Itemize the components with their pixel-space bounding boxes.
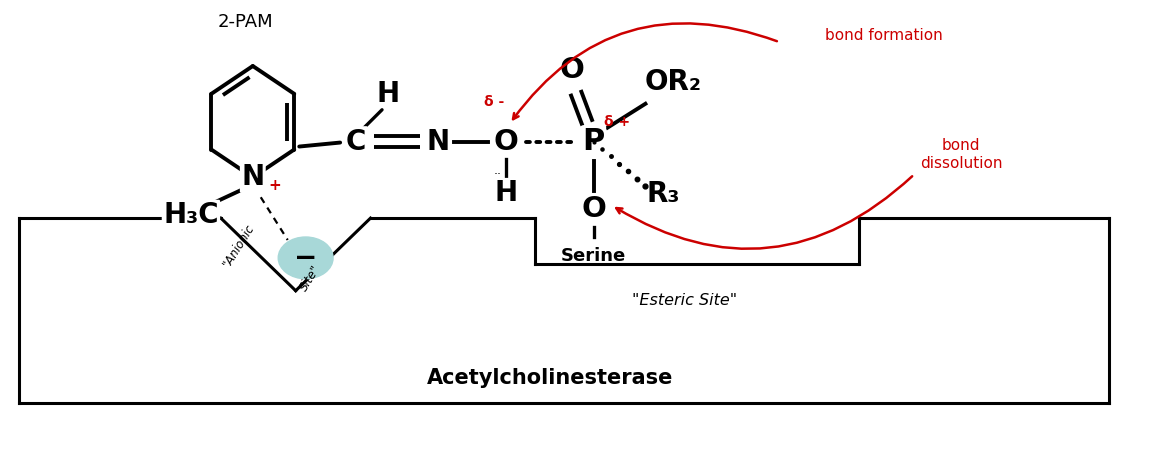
Text: δ +: δ + (605, 115, 630, 129)
Text: O: O (582, 195, 606, 223)
Text: bond
dissolution: bond dissolution (920, 139, 1003, 171)
Text: Acetylcholinesterase: Acetylcholinesterase (427, 368, 673, 388)
Text: O: O (493, 128, 519, 156)
Text: OR₂: OR₂ (644, 68, 701, 96)
Text: 2-PAM: 2-PAM (217, 13, 273, 31)
Text: P: P (583, 127, 605, 156)
Text: H: H (494, 179, 518, 207)
Text: H₃C: H₃C (163, 201, 219, 229)
Text: C: C (345, 128, 366, 156)
Text: ··: ·· (494, 168, 501, 181)
Text: "Anionic: "Anionic (221, 222, 257, 270)
Text: Serine: Serine (561, 247, 626, 265)
Text: +: + (269, 178, 281, 193)
Text: −: − (294, 244, 317, 272)
Text: Site": Site" (298, 263, 323, 294)
Text: O: O (559, 56, 584, 84)
Text: R₃: R₃ (647, 180, 680, 208)
Text: "Esteric Site": "Esteric Site" (633, 293, 737, 308)
Text: bond formation: bond formation (826, 28, 943, 43)
Text: N: N (241, 163, 264, 191)
Text: N: N (427, 128, 449, 156)
Ellipse shape (278, 237, 333, 279)
Text: δ -: δ - (484, 95, 504, 109)
Text: H: H (377, 80, 400, 108)
